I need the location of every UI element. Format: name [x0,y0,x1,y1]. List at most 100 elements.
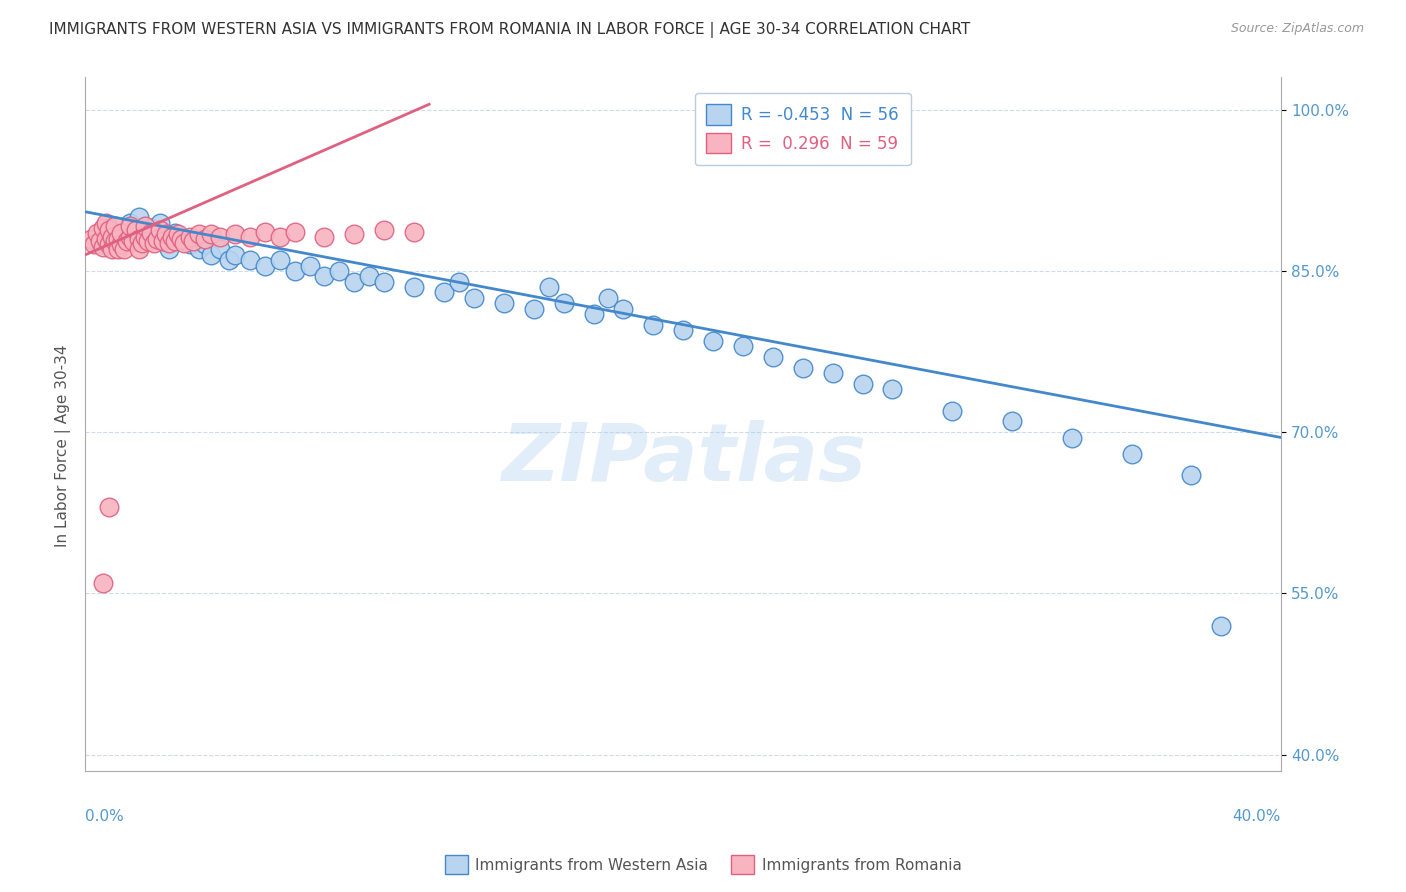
Point [1060,430,1083,444]
Point [359,269,381,284]
Point [284,264,307,278]
Point [314,229,336,244]
Point [433,285,456,300]
Point [553,296,575,310]
Point [194,237,217,252]
Point [851,376,873,391]
Text: In Labor Force | Age 30-34: In Labor Force | Age 30-34 [55,344,72,548]
Point [139,227,162,241]
Point [96,215,118,229]
Point [208,243,231,257]
Point [167,227,190,242]
Point [104,234,127,248]
Point [447,275,470,289]
Point [101,243,124,257]
Point [110,227,132,241]
Point [115,234,138,248]
Point [128,210,150,224]
Point [134,229,156,244]
Point [163,227,186,241]
Point [143,235,166,250]
Point [173,235,195,250]
Text: Source: ZipAtlas.com: Source: ZipAtlas.com [1230,22,1364,36]
Point [187,227,209,242]
Point [101,229,124,244]
Point [284,225,307,239]
Point [194,232,217,246]
Point [612,301,634,316]
Point [91,240,114,254]
Point [152,234,174,248]
Point [86,227,108,241]
Point [1121,447,1143,461]
Point [187,243,209,257]
Point [96,232,118,246]
Point [125,227,148,241]
Point [941,403,963,417]
Point [404,280,426,294]
Point [821,366,844,380]
Text: ZIPatlas: ZIPatlas [501,420,866,498]
Point [269,253,291,268]
Point [404,225,426,239]
Point [107,243,129,257]
Point [104,227,127,241]
Point [131,235,153,250]
Point [328,264,350,278]
Point [155,227,177,242]
Point [98,237,121,252]
Point [136,234,159,248]
Point [120,229,142,244]
Point [139,221,162,235]
Point [269,229,291,244]
Legend: Immigrants from Western Asia, Immigrants from Romania: Immigrants from Western Asia, Immigrants… [439,849,967,880]
Point [89,234,111,248]
Point [179,237,201,252]
Point [224,248,246,262]
Point [149,215,172,229]
Point [80,232,103,246]
Point [731,339,754,353]
Point [125,223,148,237]
Point [598,291,620,305]
Point [120,219,142,233]
Point [218,253,240,268]
Point [492,296,515,310]
Point [160,229,183,244]
Point [110,232,132,246]
Point [298,259,321,273]
Point [134,219,156,233]
Point [107,232,129,246]
Point [181,234,204,248]
Point [149,223,172,237]
Point [157,243,180,257]
Point [170,232,193,246]
Point [200,248,222,262]
Legend: R = -0.453  N = 56, R =  0.296  N = 59: R = -0.453 N = 56, R = 0.296 N = 59 [695,93,911,165]
Point [128,232,150,246]
Point [134,232,156,246]
Point [253,259,276,273]
Point [702,334,724,348]
Point [239,253,262,268]
Point [792,360,814,375]
Point [120,215,142,229]
Point [343,275,366,289]
Text: 0.0%: 0.0% [86,809,124,824]
Point [98,500,121,515]
Point [170,232,193,246]
Point [98,223,121,237]
Point [523,301,546,316]
Point [1180,468,1202,483]
Point [98,221,121,235]
Point [110,237,132,252]
Point [146,232,169,246]
Point [89,237,111,252]
Point [1001,414,1024,428]
Point [179,229,201,244]
Point [373,275,395,289]
Point [253,225,276,239]
Point [208,229,231,244]
Text: 40.0%: 40.0% [1233,809,1281,824]
Point [157,235,180,250]
